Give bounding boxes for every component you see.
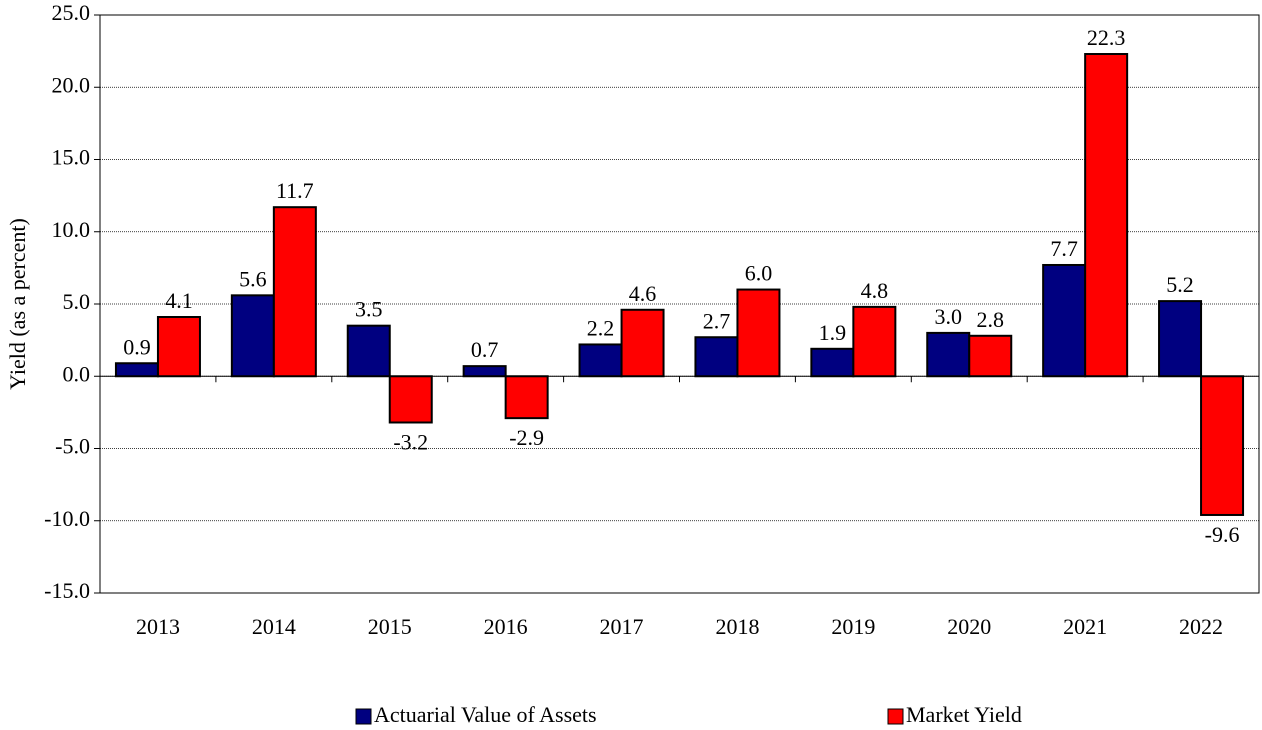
y-tick-label: 20.0	[52, 72, 91, 97]
y-tick-label: -10.0	[44, 506, 90, 531]
data-label: 4.1	[165, 288, 193, 313]
x-tick-label: 2020	[947, 614, 991, 639]
plot-frame	[99, 14, 1260, 594]
legend-label: Market Yield	[906, 702, 1022, 727]
x-tick-label: 2019	[831, 614, 875, 639]
bar	[852, 305, 897, 378]
data-label: -9.6	[1205, 522, 1240, 547]
data-label: 6.0	[745, 261, 773, 286]
bar	[462, 365, 507, 378]
bar	[578, 343, 623, 378]
bar	[230, 294, 275, 378]
x-tick-label: 2022	[1179, 614, 1223, 639]
data-label: 22.3	[1087, 25, 1126, 50]
y-tick-label: 25.0	[52, 0, 91, 25]
y-tick-label: -5.0	[55, 434, 90, 459]
legend-swatch	[887, 708, 904, 725]
bar	[1158, 300, 1203, 378]
data-label: 2.8	[977, 307, 1005, 332]
bar	[810, 347, 855, 378]
x-tick-label: 2014	[252, 614, 296, 639]
bar	[114, 362, 159, 378]
x-tick-label: 2021	[1063, 614, 1107, 639]
bar	[272, 206, 317, 378]
data-label: 0.9	[123, 334, 151, 359]
data-label: 7.7	[1050, 236, 1078, 261]
data-label: 2.2	[587, 316, 615, 341]
x-tick-label: 2018	[715, 614, 759, 639]
data-label: 11.7	[276, 178, 314, 203]
data-label: 4.8	[861, 278, 889, 303]
bar	[504, 375, 549, 420]
bar	[1200, 375, 1245, 516]
data-label: 5.2	[1166, 272, 1194, 297]
bar	[620, 308, 665, 378]
y-tick-label: 10.0	[52, 217, 91, 242]
bar	[968, 334, 1013, 378]
y-tick-label: 5.0	[63, 289, 91, 314]
y-tick-label: -15.0	[44, 578, 90, 603]
data-label: 2.7	[703, 308, 731, 333]
data-label: -3.2	[393, 430, 428, 455]
data-label: 5.6	[239, 266, 267, 291]
bar	[156, 316, 201, 378]
legend-label: Actuarial Value of Assets	[374, 702, 597, 727]
data-label: 3.0	[935, 304, 963, 329]
y-tick-label: 15.0	[52, 145, 91, 170]
bar	[388, 375, 433, 424]
x-tick-label: 2016	[484, 614, 528, 639]
bar	[926, 331, 971, 378]
data-label: 3.5	[355, 297, 383, 322]
data-label: 0.7	[471, 337, 499, 362]
data-label: 4.6	[629, 281, 657, 306]
x-tick-label: 2017	[600, 614, 644, 639]
data-label: 1.9	[819, 320, 847, 345]
y-tick-label: 0.0	[63, 361, 91, 386]
x-tick-label: 2013	[136, 614, 180, 639]
data-label: -2.9	[509, 425, 544, 450]
bar	[1084, 53, 1129, 378]
y-axis-label: Yield (as a percent)	[5, 218, 30, 390]
x-tick-label: 2015	[368, 614, 412, 639]
bar	[694, 336, 739, 378]
bar	[736, 288, 781, 378]
bar	[1042, 263, 1087, 378]
bar	[346, 324, 391, 378]
legend-swatch	[355, 708, 372, 725]
